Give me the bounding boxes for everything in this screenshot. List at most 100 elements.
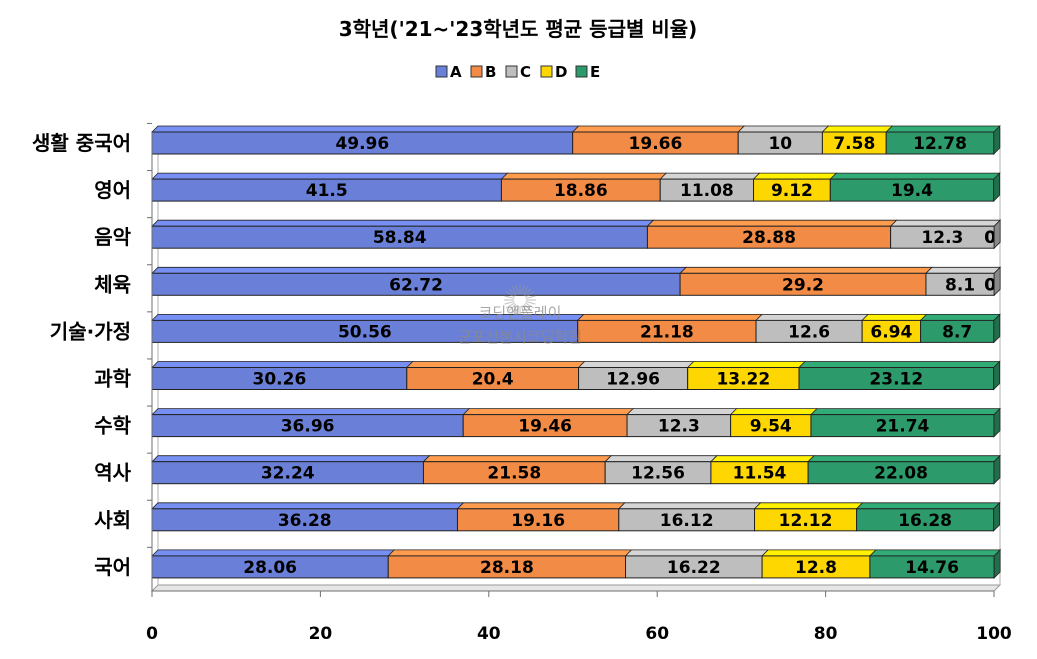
bar-segment-b: 18.86 [500, 172, 668, 202]
bar-top-face [709, 455, 816, 463]
bar-segment-c: 11.08 [659, 172, 761, 202]
chart-bars: 49.96 19.66 10 7.58 12.78 41.5 18.86 11.08 9.12 1… [151, 125, 1002, 579]
value-label-b: 18.86 [554, 181, 608, 201]
bar-segment-e: 21.74 [809, 408, 1001, 438]
bar-segment-a: 49.96 [151, 125, 580, 155]
bar-segment-a: 62.72 [151, 266, 688, 296]
bar-segment-c: 12.96 [577, 361, 695, 390]
legend-item-c: C [505, 63, 531, 81]
bar-segment-b: 28.18 [387, 549, 633, 579]
value-label-a: 30.26 [253, 370, 307, 390]
bar-top-face [577, 361, 695, 368]
watermark-line1: 코딩앤플레이 [479, 304, 562, 322]
bar-row: 32.24 21.58 12.56 11.54 22.08 [151, 454, 1001, 485]
value-label-a: 36.28 [278, 511, 332, 531]
legend-swatch-b [470, 65, 483, 78]
value-label-b: 28.18 [480, 558, 534, 578]
value-label-d: 12.12 [779, 511, 833, 531]
bar-row: 50.56 21.18 12.6 6.94 8.7 [151, 313, 1001, 344]
legend-label-a: A [450, 63, 462, 81]
value-label-b: 20.4 [472, 370, 514, 390]
bar-top-face [686, 361, 806, 368]
chart-legend: A B C D E [435, 63, 600, 81]
value-label-e: 0 [984, 228, 996, 248]
value-label-d: 7.58 [833, 134, 875, 154]
watermark-ray [523, 288, 532, 297]
bar-top-face [679, 266, 933, 274]
category-label: 생활 중국어 [32, 131, 131, 155]
bar-top-face [151, 125, 580, 133]
bar-segment-d: 0 [984, 228, 996, 248]
bar-top-face [646, 219, 898, 227]
bar-top-face [576, 313, 764, 321]
bar-row: 49.96 19.66 10 7.58 12.78 [151, 125, 1001, 155]
value-label-a: 62.72 [389, 275, 443, 295]
bar-row: 28.06 28.18 16.22 12.8 14.76 [151, 548, 1002, 579]
watermark-ray [508, 288, 517, 297]
bar-segment-c: 16.12 [617, 502, 762, 532]
bar-row: 41.5 18.86 11.08 9.12 19.4 [151, 172, 1001, 203]
bar-top-face [885, 125, 1001, 133]
watermark-ray [525, 301, 536, 305]
bar-segment-d: 9.12 [752, 172, 838, 202]
bar-segment-e: 23.12 [798, 361, 1001, 390]
bar-top-face [919, 313, 1001, 321]
value-label-c: 12.3 [658, 417, 700, 437]
watermark-ray [504, 295, 515, 299]
bar-segment-e: 0 [984, 275, 996, 295]
watermark-ray [523, 303, 532, 312]
x-tick-label: 40 [477, 624, 501, 644]
watermark-ray [521, 305, 525, 316]
bar-row: 36.28 19.16 16.12 12.12 16.28 [151, 501, 1001, 532]
bar-segment-e: 12.78 [885, 125, 1001, 155]
bar-top-face [604, 455, 718, 463]
bar-segment-b: 20.4 [405, 361, 586, 390]
bar-segment-a: 30.26 [151, 361, 414, 390]
bar-segment-e: 0 [984, 228, 996, 248]
bar-top-face [752, 172, 838, 180]
bar-top-face [737, 125, 830, 133]
bar-top-face [868, 549, 1002, 557]
bar-segment-e: 8.7 [919, 313, 1001, 343]
x-tick-label: 0 [146, 624, 158, 644]
bar-segment-d: 0 [984, 275, 996, 295]
bar-top-face [500, 172, 668, 180]
bar-top-face [151, 408, 471, 416]
bar-top-face [405, 361, 586, 368]
bar-top-face [798, 361, 1001, 368]
bar-side-face [993, 407, 1001, 438]
category-label: 과학 [94, 367, 131, 391]
watermark-ray [522, 285, 529, 296]
value-label-c: 16.12 [660, 511, 714, 531]
chart-title: 3학년('21~'23학년도 평균 등급별 비율) [339, 17, 698, 41]
value-label-e: 23.12 [869, 370, 923, 390]
legend-item-d: D [540, 63, 567, 81]
watermark-ray [524, 291, 535, 298]
legend-item-e: E [575, 63, 600, 81]
watermark-ray [515, 284, 519, 295]
bar-top-face [151, 455, 431, 463]
bar-top-face [387, 549, 633, 557]
value-label-c: 12.96 [606, 370, 660, 390]
value-label-b: 28.88 [742, 228, 796, 248]
value-label-a: 36.96 [281, 417, 335, 437]
value-label-e: 12.78 [913, 134, 967, 154]
watermark-ray [505, 291, 516, 298]
bar-side-face [993, 360, 1001, 391]
value-label-b: 21.18 [640, 322, 694, 342]
bar-segment-e: 16.28 [855, 502, 1001, 532]
category-label: 역사 [94, 461, 131, 485]
legend-swatch-a [435, 65, 448, 78]
bar-segment-a: 36.96 [151, 408, 471, 438]
bar-side-face [993, 172, 1001, 203]
bar-top-face [829, 172, 1001, 180]
bar-top-face [889, 219, 1002, 227]
legend-swatch-e [575, 65, 588, 78]
bar-segment-b: 21.58 [422, 455, 613, 485]
bar-top-face [151, 172, 509, 180]
bar-side-face [993, 125, 1001, 155]
category-label: 음악 [94, 225, 131, 249]
bar-top-face [753, 502, 864, 510]
value-label-d: 11.54 [733, 464, 787, 484]
bar-segment-b: 21.18 [576, 313, 764, 343]
